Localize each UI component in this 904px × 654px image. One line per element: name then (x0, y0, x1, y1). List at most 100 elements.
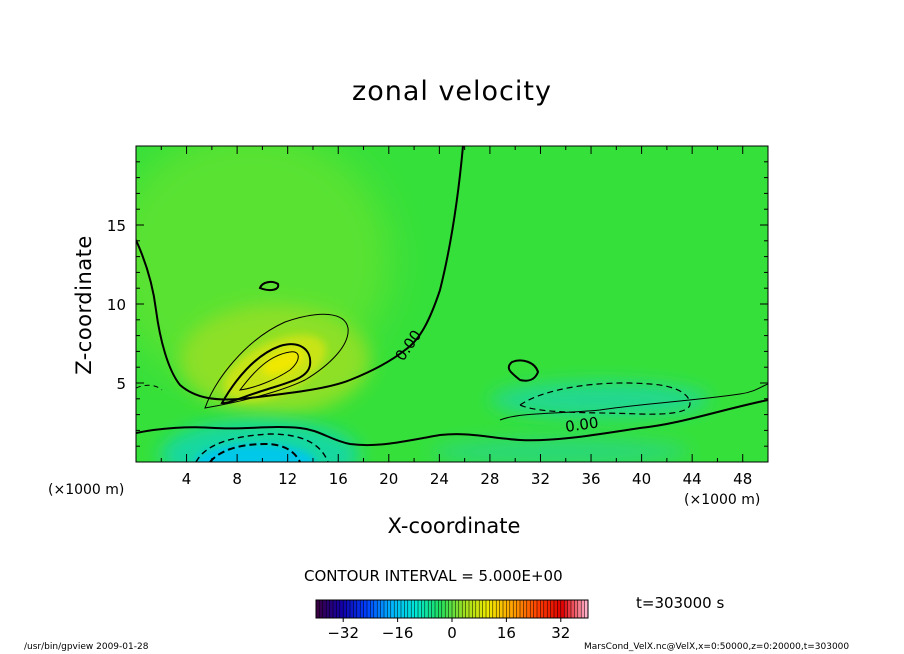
x-tick-label: 4 (182, 470, 192, 488)
colorbar-cell (421, 600, 426, 618)
contour-lines (136, 146, 768, 462)
colorbar-cell (435, 600, 439, 618)
x-tick-label: 36 (581, 470, 600, 488)
contour-left-dash (136, 384, 163, 391)
y-axis-unit: (×1000 m) (48, 482, 125, 498)
chart-title: zonal velocity (352, 76, 552, 107)
colorbar-cell (373, 600, 378, 618)
colorbar-cell (322, 600, 327, 618)
colorbar-cell (350, 600, 354, 618)
contour-zero-right (507, 359, 540, 382)
colorbar-cell (577, 600, 582, 618)
x-tick-label: 32 (531, 470, 550, 488)
x-tick-label: 20 (379, 470, 398, 488)
field-background (136, 146, 768, 462)
plot-frame (135, 145, 769, 463)
footer-data-source: MarsCond_VelX.nc@VelX,x=0:50000,z=0:2000… (584, 642, 850, 652)
contour-thin-right (499, 383, 768, 421)
colorbar-cell (404, 600, 409, 618)
x-axis-unit: (×1000 m) (684, 492, 761, 508)
colorbar-cell (489, 600, 494, 618)
colorbar-cell (520, 600, 524, 618)
colorbar-tick-label: −16 (382, 624, 414, 642)
colorbar-cell (452, 600, 456, 618)
colorbar-cell (547, 600, 552, 618)
colorbar-cell (319, 600, 324, 618)
colorbar-cell (567, 600, 572, 618)
x-tick-label: 48 (733, 470, 752, 488)
colorbar-cell (550, 600, 555, 618)
colorbar-cell (537, 600, 541, 618)
colorbar: −32 −16 0 16 32 (315, 599, 589, 642)
colorbar-cell (540, 600, 545, 618)
colorbar-cell (326, 600, 331, 618)
colorbar-frame (315, 599, 589, 619)
contour-island (258, 280, 280, 292)
field-max (262, 349, 304, 375)
colorbar-cell (554, 600, 558, 618)
colorbar-cell (424, 600, 429, 618)
x-tick-label: 8 (232, 470, 242, 488)
y-tick-label: 15 (107, 217, 126, 235)
contour-zero-main (136, 146, 464, 401)
colorbar-cell (475, 600, 480, 618)
field-cool-outer (160, 420, 360, 462)
field-min (195, 444, 315, 462)
y-tick-label: 10 (107, 296, 126, 314)
colorbar-tick-label: 0 (447, 624, 457, 642)
colorbar-cell (401, 600, 405, 618)
y-tick-label: 5 (116, 375, 126, 393)
colorbar-cell (581, 600, 586, 618)
colorbar-cell (411, 600, 416, 618)
colorbar-cell (462, 600, 467, 618)
colorbar-cell (513, 600, 518, 618)
colorbar-cell (530, 600, 535, 618)
colorbar-cell (458, 600, 463, 618)
colorbar-cell (370, 600, 375, 618)
field-fill (136, 146, 768, 462)
colorbar-cell (343, 600, 348, 618)
colorbar-cell (431, 600, 436, 618)
colorbar-cell (523, 600, 528, 618)
colorbar-cell (479, 600, 484, 618)
x-axis-label: X-coordinate (387, 514, 521, 538)
field-warm-core (223, 334, 327, 402)
colorbar-cell (360, 600, 365, 618)
colorbar-cell (356, 600, 361, 618)
x-tick-label: 44 (683, 470, 702, 488)
colorbar-cell (543, 600, 548, 618)
colorbar-cell (496, 600, 501, 618)
y-axis-label: Z-coordinate (72, 235, 96, 375)
colorbar-cell (384, 600, 388, 618)
colorbar-cell (367, 600, 371, 618)
contour-interval-label: CONTOUR INTERVAL = 5.000E+00 (304, 567, 563, 585)
colorbar-cell (387, 600, 392, 618)
contour-label-2: 0.00 (564, 413, 600, 435)
colorbar-cell (407, 600, 412, 618)
colorbar-cell (363, 600, 368, 618)
colorbar-cell (557, 600, 562, 618)
colorbar-cell (560, 600, 565, 618)
colorbar-cell (394, 600, 399, 618)
colorbar-cell (336, 600, 341, 618)
colorbar-cell (564, 600, 569, 618)
colorbar-cell (316, 600, 320, 618)
colorbar-cell (506, 600, 511, 618)
colorbar-cell (469, 600, 473, 618)
colorbar-cell (526, 600, 531, 618)
colorbar-cell (445, 600, 450, 618)
contour-zero-bottom (136, 399, 768, 447)
field-neg-band (490, 382, 710, 418)
contour-neg-right (518, 382, 691, 415)
colorbar-cell (472, 600, 477, 618)
colorbar-cell (465, 600, 470, 618)
field-neg-band-low (430, 438, 690, 462)
colorbar-cell (492, 600, 497, 618)
x-tick-label: 40 (632, 470, 651, 488)
colorbar-cell (397, 600, 402, 618)
colorbar-cell (438, 600, 443, 618)
colorbar-cell (353, 600, 358, 618)
colorbar-cell (414, 600, 419, 618)
y-axis-ticks: 5 10 15 (107, 161, 768, 447)
colorbar-cell (482, 600, 487, 618)
